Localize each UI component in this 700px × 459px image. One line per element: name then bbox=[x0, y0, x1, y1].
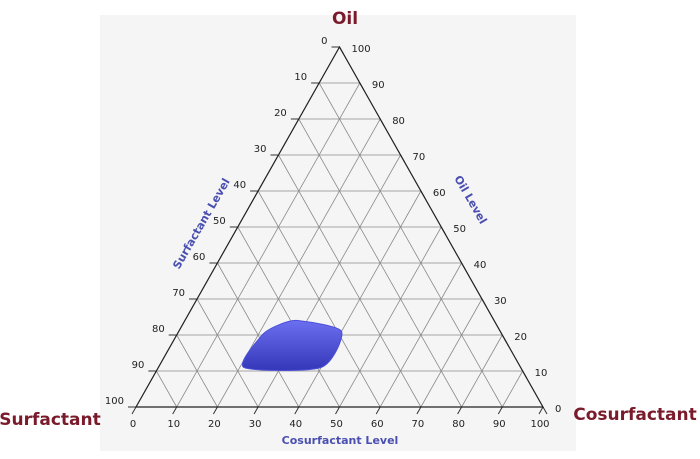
tick-label: 70 bbox=[413, 152, 426, 163]
tick-label: 50 bbox=[453, 224, 466, 235]
grid-line bbox=[318, 82, 503, 408]
tick-mark bbox=[172, 406, 178, 415]
tick-label: 30 bbox=[494, 296, 507, 307]
tick-label: 90 bbox=[132, 360, 145, 371]
tick-mark bbox=[375, 406, 381, 415]
tick-label: 0 bbox=[555, 404, 561, 415]
tick-label: 0 bbox=[130, 419, 136, 430]
grid-line bbox=[379, 262, 462, 408]
tick-label: 50 bbox=[213, 216, 226, 227]
grid-line bbox=[461, 334, 503, 408]
tick-label: 80 bbox=[152, 324, 165, 335]
tick-label: 20 bbox=[514, 332, 527, 343]
triangle-frame bbox=[134, 45, 545, 408]
tick-label: 70 bbox=[172, 288, 185, 299]
tick-label: 60 bbox=[193, 252, 206, 263]
tick-label: 20 bbox=[274, 108, 287, 119]
tick-mark bbox=[497, 406, 503, 415]
tick-label: 20 bbox=[208, 419, 221, 430]
tick-label: 30 bbox=[254, 144, 267, 155]
tick-label: 80 bbox=[392, 116, 405, 127]
tick-label: 70 bbox=[412, 419, 425, 430]
tick-label: 10 bbox=[535, 368, 548, 379]
grid-line bbox=[298, 190, 422, 408]
tick-mark bbox=[131, 406, 137, 415]
tick-mark bbox=[335, 406, 340, 415]
regions bbox=[241, 319, 343, 371]
tick-label: 60 bbox=[371, 419, 384, 430]
vertex-label: Surfactant bbox=[0, 410, 101, 430]
tick-label: 0 bbox=[321, 36, 327, 47]
frame bbox=[128, 45, 548, 415]
tick-label: 80 bbox=[452, 419, 465, 430]
tick-label: 90 bbox=[372, 80, 385, 91]
tick-label: 30 bbox=[249, 419, 262, 430]
tick-label: 90 bbox=[493, 419, 506, 430]
grid-line bbox=[176, 82, 361, 408]
tick-mark bbox=[538, 406, 544, 415]
grid-line bbox=[237, 226, 340, 408]
region bbox=[241, 319, 343, 371]
tick-label: 50 bbox=[330, 419, 343, 430]
tick-label: 100 bbox=[105, 396, 124, 407]
tick-mark bbox=[253, 406, 259, 415]
grid-line bbox=[196, 298, 259, 408]
tick-label: 40 bbox=[289, 419, 302, 430]
vertex-label: Oil bbox=[332, 9, 358, 29]
tick-label: 10 bbox=[167, 419, 180, 430]
tick-label: 40 bbox=[233, 180, 246, 191]
tick-mark bbox=[294, 406, 300, 415]
grid-line bbox=[339, 226, 442, 408]
grid-line bbox=[156, 370, 178, 408]
grid-line bbox=[278, 154, 422, 408]
tick-mark bbox=[416, 406, 422, 415]
tick-label: 100 bbox=[530, 419, 549, 430]
grid-line bbox=[501, 370, 523, 408]
plot-background bbox=[100, 15, 576, 451]
tick-label: 60 bbox=[433, 188, 446, 199]
tick-mark bbox=[457, 406, 463, 415]
tick-label: 40 bbox=[474, 260, 487, 271]
grid-line bbox=[420, 298, 483, 408]
tick-mark bbox=[212, 406, 218, 415]
tick-label: 100 bbox=[352, 44, 371, 55]
tick-mark bbox=[542, 406, 548, 415]
tick-label: 10 bbox=[294, 72, 307, 83]
axis-title: Cosurfactant Level bbox=[282, 434, 399, 447]
vertex-label: Cosurfactant bbox=[573, 405, 697, 425]
